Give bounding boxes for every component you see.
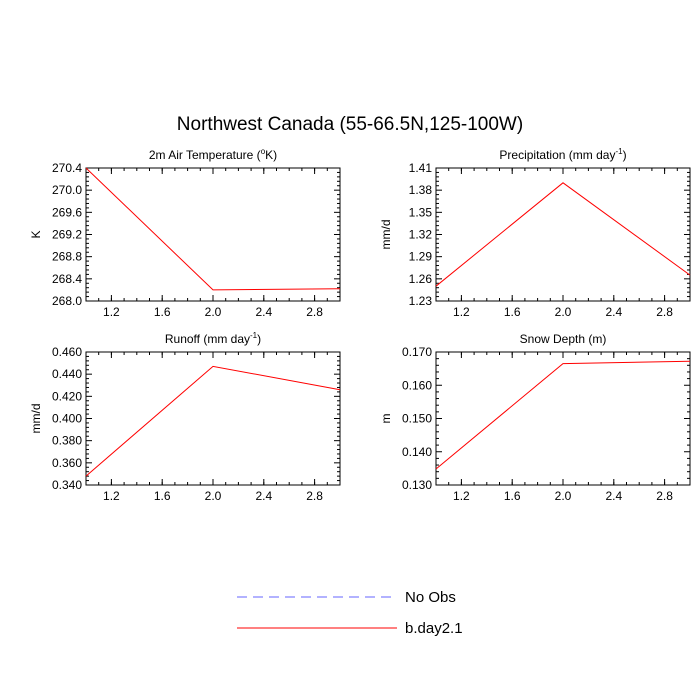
y-tick-label: 1.23: [409, 294, 433, 308]
panel-title-superscript: o: [261, 147, 266, 156]
panel-title-superscript: -1: [615, 147, 623, 156]
figure-title: Northwest Canada (55-66.5N,125-100W): [177, 114, 523, 135]
panel-title: Precipitation (mm day-1): [499, 147, 626, 162]
x-tick-label: 2.8: [306, 305, 323, 319]
x-tick-label: 1.6: [154, 489, 171, 503]
y-tick-label: 1.29: [409, 250, 433, 264]
series-line-b.day2.1: [85, 365, 341, 477]
y-axis-label: m: [379, 414, 393, 424]
x-tick-label: 2.8: [656, 489, 673, 503]
x-tick-label: 1.2: [103, 489, 120, 503]
panel-title-superscript: -1: [250, 331, 258, 340]
series-line-b.day2.1: [435, 182, 691, 287]
y-tick-label: 270.4: [52, 161, 82, 175]
panel-title-text: Runoff (mm day: [165, 332, 250, 346]
x-tick-label: 1.2: [453, 305, 470, 319]
x-tick-label: 2.0: [555, 489, 572, 503]
panel-2: 1.2 1.6 2.0 2.4 2.8 1.23 1.26 1.29 1.32 1.35 1.38 1…: [379, 147, 691, 319]
legend: No Obs b.day2.1: [237, 589, 463, 637]
x-tick-label: 2.0: [205, 305, 222, 319]
panel-title-text: K): [265, 148, 277, 162]
y-tick-label: 0.140: [402, 445, 432, 459]
x-tick-label: 1.6: [504, 489, 521, 503]
x-tick-label: 1.2: [453, 489, 470, 503]
panel-title: Snow Depth (m): [520, 332, 607, 346]
plot-frame: [435, 167, 691, 302]
y-axis-label: mm/d: [379, 220, 393, 250]
y-tick-label: 0.360: [52, 456, 82, 470]
y-tick-label: 1.32: [409, 228, 433, 242]
panel-title-text: 2m Air Temperature (: [149, 148, 261, 162]
x-tick-label: 2.0: [555, 305, 572, 319]
x-tick-label: 2.4: [605, 305, 622, 319]
y-tick-label: 0.340: [52, 478, 82, 492]
plot-frame: [85, 167, 341, 302]
panel-title-text: ): [623, 148, 627, 162]
y-tick-label: 0.130: [402, 478, 432, 492]
y-tick-label: 1.35: [409, 205, 433, 219]
y-tick-label: 269.2: [52, 228, 82, 242]
panel-title-text: ): [257, 332, 261, 346]
legend-label-2: b.day2.1: [405, 620, 463, 637]
x-tick-label: 1.6: [504, 305, 521, 319]
y-tick-label: 270.0: [52, 183, 82, 197]
x-tick-label: 2.8: [306, 489, 323, 503]
x-tick-label: 1.6: [154, 305, 171, 319]
y-tick-label: 0.380: [52, 434, 82, 448]
y-tick-label: 0.150: [402, 412, 432, 426]
x-tick-label: 1.2: [103, 305, 120, 319]
y-tick-label: 0.400: [52, 412, 82, 426]
y-tick-label: 268.4: [52, 272, 82, 286]
y-tick-label: 1.41: [409, 161, 433, 175]
y-axis-label: K: [29, 230, 43, 238]
y-tick-label: 1.38: [409, 183, 433, 197]
x-tick-label: 2.0: [205, 489, 222, 503]
x-tick-label: 2.4: [605, 489, 622, 503]
y-tick-label: 0.160: [402, 378, 432, 392]
y-axis-label: mm/d: [29, 404, 43, 434]
y-tick-label: 269.6: [52, 205, 82, 219]
panel-title: Runoff (mm day-1): [165, 331, 261, 346]
plot-frame: [435, 351, 691, 486]
y-tick-label: 0.460: [52, 345, 82, 359]
chart-panels: 1.2 1.6 2.0 2.4 2.8 268.0 268.4 268.8 269.2 269.6…: [29, 147, 691, 503]
x-tick-label: 2.4: [255, 489, 272, 503]
panel-title-text: Snow Depth (m): [520, 332, 607, 346]
plot-frame: [85, 351, 341, 486]
panel-3: 1.2 1.6 2.0 2.4 2.8 0.340 0.360 0.380 0.400 0.420…: [29, 331, 341, 503]
y-tick-label: 0.440: [52, 367, 82, 381]
x-tick-label: 2.8: [656, 305, 673, 319]
panel-1: 1.2 1.6 2.0 2.4 2.8 268.0 268.4 268.8 269.2 269.6…: [29, 147, 341, 319]
y-tick-label: 0.170: [402, 345, 432, 359]
series-line-b.day2.1: [435, 360, 691, 470]
y-tick-label: 0.420: [52, 389, 82, 403]
series-line-b.day2.1: [85, 167, 341, 291]
panel-4: 1.2 1.6 2.0 2.4 2.8 0.130 0.140 0.150 0.160 0.170…: [379, 332, 691, 503]
panel-title-text: Precipitation (mm day: [499, 148, 615, 162]
y-tick-label: 1.26: [409, 272, 433, 286]
y-tick-label: 268.8: [52, 250, 82, 264]
legend-label-1: No Obs: [405, 589, 456, 606]
panel-title: 2m Air Temperature (oK): [149, 147, 277, 162]
y-tick-label: 268.0: [52, 294, 82, 308]
x-tick-label: 2.4: [255, 305, 272, 319]
